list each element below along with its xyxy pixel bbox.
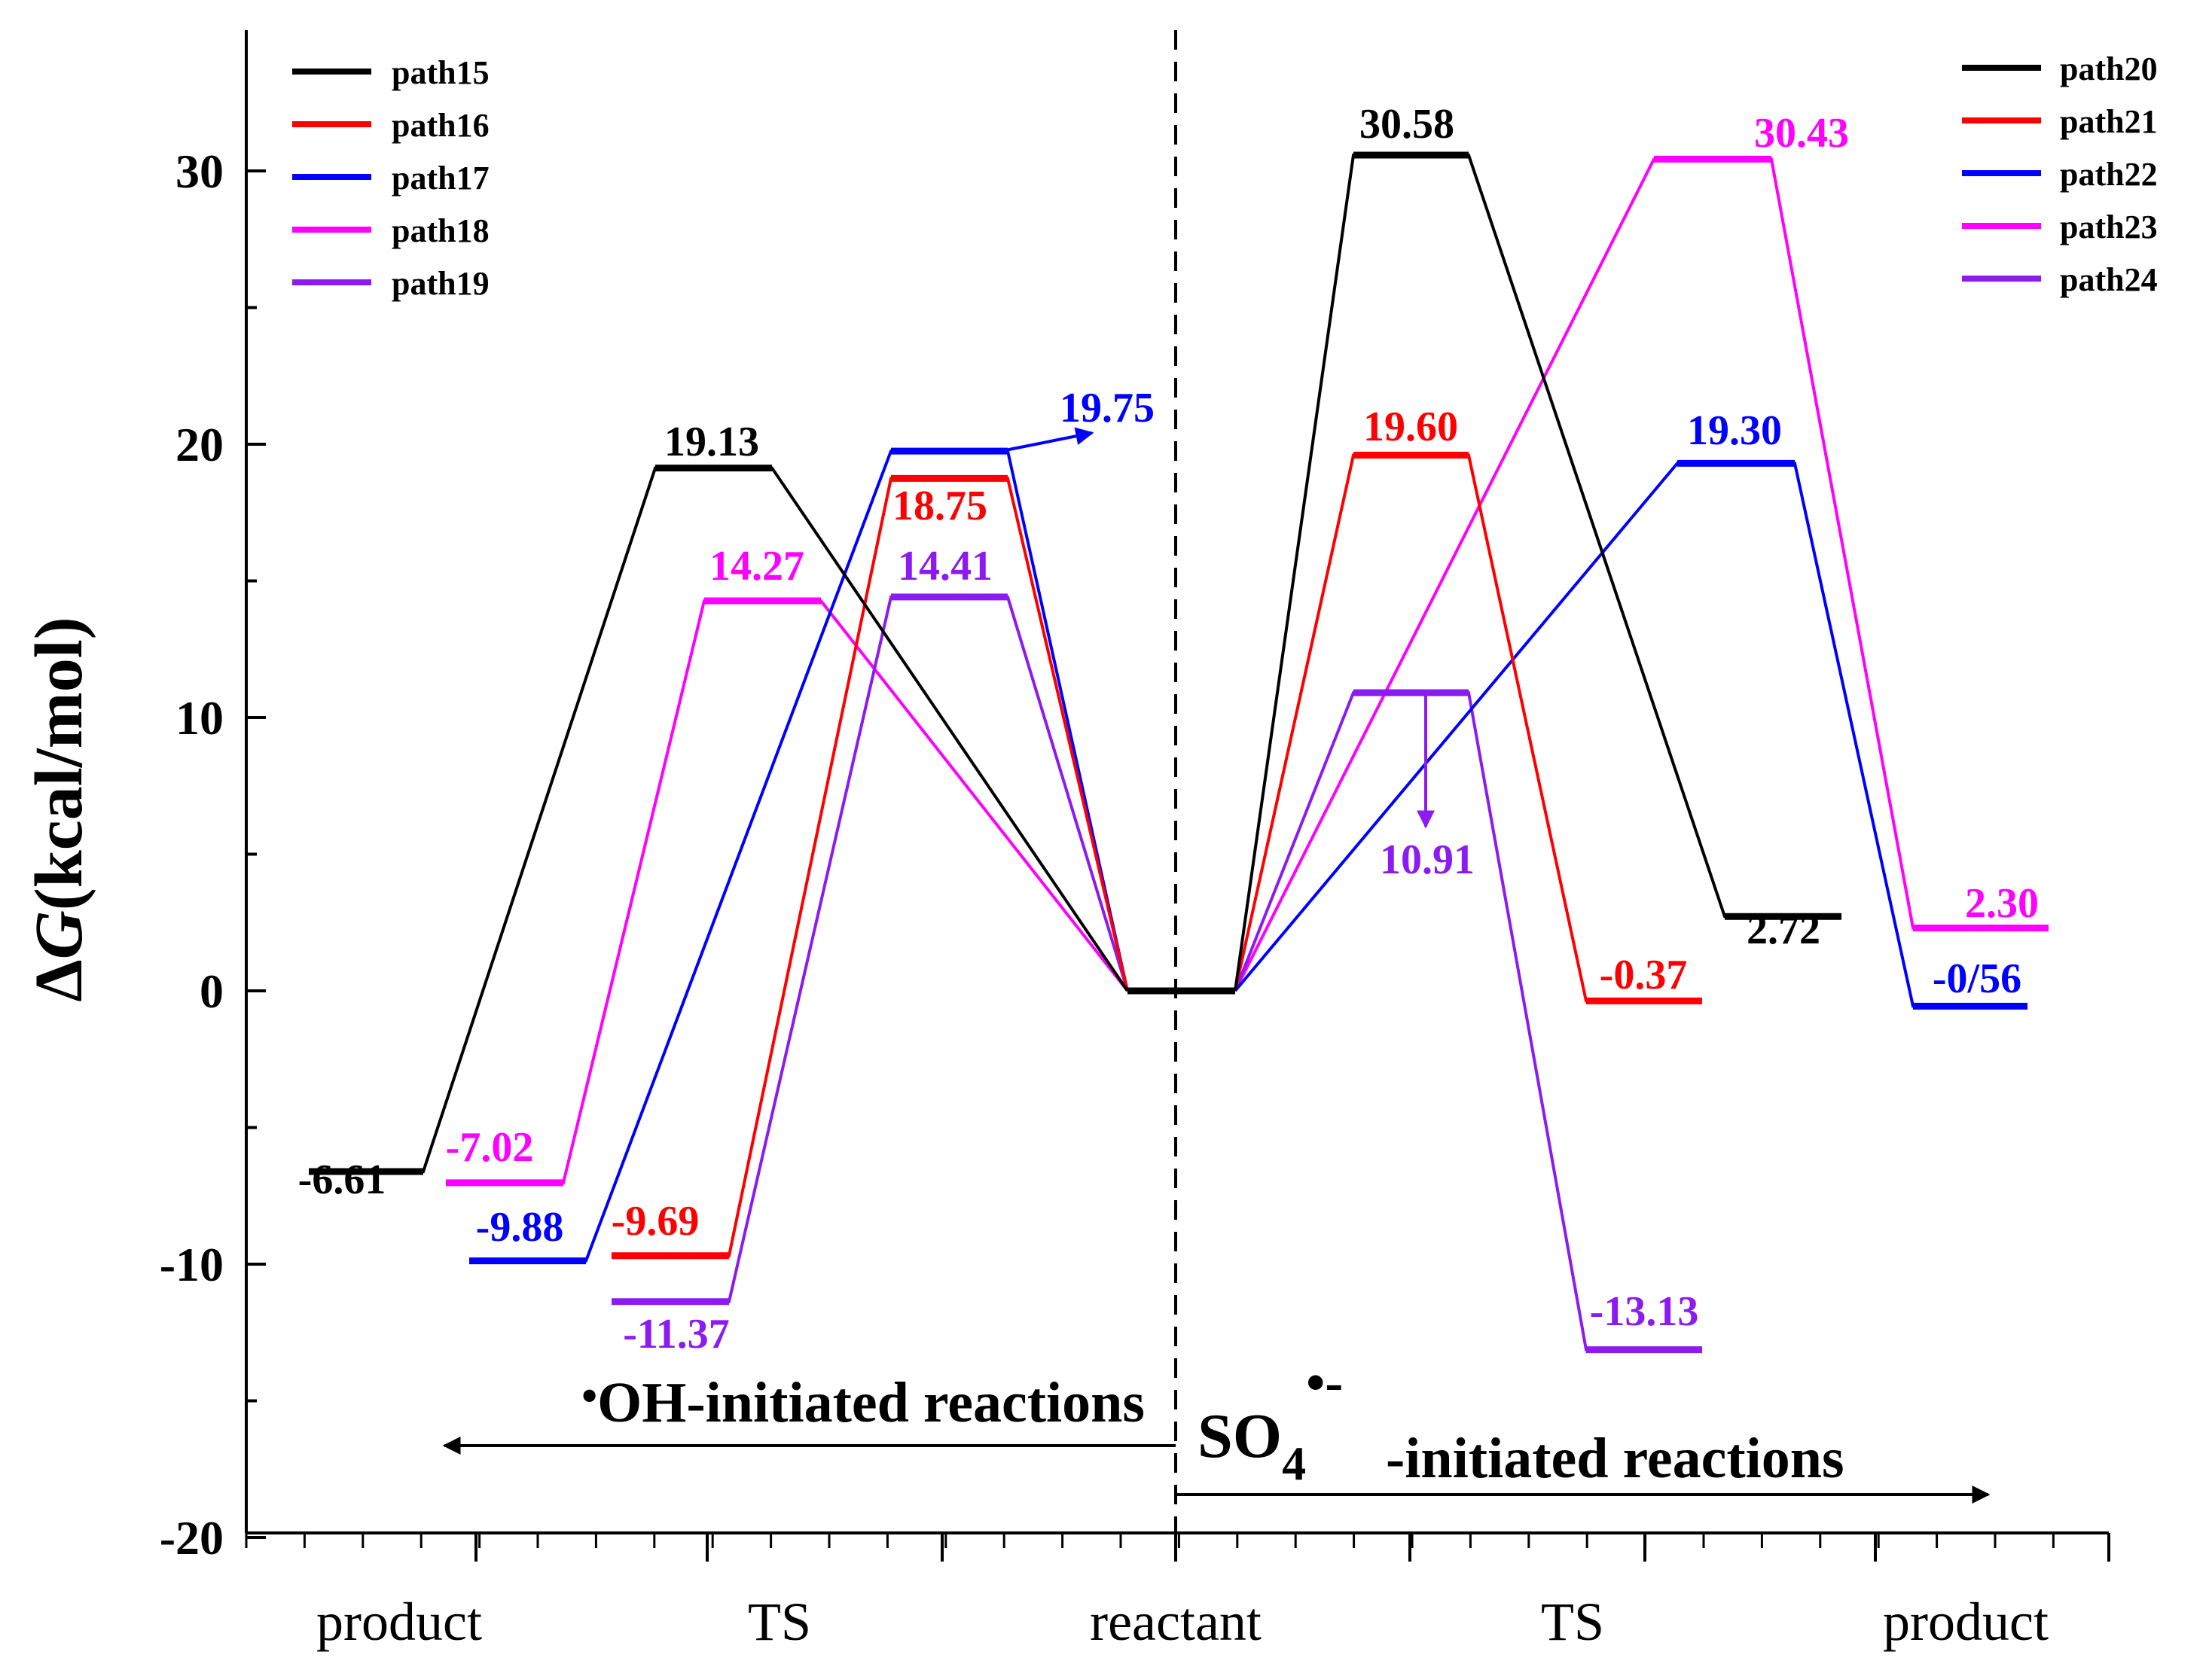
path23-product-value-label: 2.30 [1965, 880, 2039, 927]
oh-region-text: OH-initiated reactions [597, 1371, 1145, 1434]
path19-connector [612, 595, 1129, 1303]
path20-legend-label: path20 [2060, 50, 2158, 87]
y-axis-title-delta: Δ [22, 959, 96, 1001]
path16-legend-label: path16 [392, 107, 490, 144]
x-tick-label: reactant [1090, 1592, 1262, 1652]
so4-species-text: SO [1198, 1401, 1282, 1471]
path24-product-value-label: -13.13 [1590, 1288, 1699, 1335]
oh-radical-dot: • [581, 1371, 597, 1421]
path21-connector [1234, 453, 1702, 1003]
so4-region-species: SO4•- [1198, 1352, 1343, 1490]
path20-ts-value-label: 30.58 [1359, 101, 1454, 148]
y-tick-label: -10 [160, 1238, 224, 1291]
x-tick-label: product [316, 1592, 482, 1652]
path17-legend-label: path17 [392, 160, 490, 197]
path24-ts-value-label: 10.91 [1380, 836, 1475, 883]
path17-product-value-label: -9.88 [476, 1204, 564, 1251]
y-axis-title-unit: (kcal/mol) [22, 617, 96, 910]
path15-legend-label: path15 [392, 54, 490, 91]
path22-connector [1234, 462, 2027, 1008]
path23-connector [1234, 157, 2049, 992]
path18-product-value-label: -7.02 [446, 1124, 534, 1171]
path21-legend-label: path21 [2060, 103, 2158, 140]
legend: path15 path16 path17 path18 path19 path20 path… [292, 50, 2158, 302]
path21-product-value-label: -0.37 [1600, 952, 1688, 998]
region-annotations: •OH-initiated reactions SO4•- -initiated r… [442, 1352, 1991, 1504]
path18-legend-label: path18 [392, 212, 490, 249]
path23-legend-label: path23 [2060, 209, 2158, 245]
x-tick-label: TS [1541, 1592, 1604, 1652]
so4-region-text: -initiated reactions [1386, 1427, 1844, 1490]
y-tick-label: 30 [175, 145, 224, 198]
path19-ts-value-label: 14.41 [898, 543, 993, 590]
path19-product-value-label: -11.37 [623, 1311, 730, 1358]
path16-product-value-label: -9.69 [612, 1198, 700, 1245]
path24-legend-label: path24 [2060, 261, 2158, 298]
y-axis-title-g: G [22, 910, 96, 959]
path17-ts-value-label: 19.75 [1060, 385, 1155, 431]
path20-product-value-label: 2.72 [1747, 907, 1820, 953]
y-tick-label: 10 [175, 691, 224, 745]
path24-connector [1234, 690, 1702, 1352]
axes: -20 -10 0 10 20 30 product TS reactant TS product Δ… [22, 30, 2110, 1652]
y-tick-label: 0 [200, 964, 224, 1018]
path18-ts-value-label: 14.27 [709, 543, 804, 590]
oh-region-label: •OH-initiated reactions [581, 1371, 1145, 1434]
path16-connector [612, 477, 1129, 1257]
series-lines [309, 151, 2049, 1354]
path19-legend-label: path19 [392, 265, 490, 302]
y-tick-label: 20 [175, 418, 224, 471]
path22-legend-label: path22 [2060, 156, 2158, 193]
so4-subscript: 4 [1282, 1437, 1306, 1490]
path15-product-value-label: -6.61 [298, 1156, 386, 1203]
value-labels: 19.13 -6.61 18.75 -9.69 19.75 -9.88 14.27 -7.02… [298, 101, 2039, 1358]
path22-ts-value-label: 19.30 [1687, 407, 1782, 454]
y-tick-label: -20 [160, 1511, 224, 1565]
path22-product-value-label: -0/56 [1933, 955, 2021, 1002]
so4-superscript: •- [1306, 1352, 1343, 1412]
path15-ts-value-label: 19.13 [664, 419, 759, 465]
path21-ts-value-label: 19.60 [1363, 404, 1458, 450]
path16-ts-value-label: 18.75 [892, 483, 987, 529]
path17-pointer-arrow [1005, 427, 1094, 452]
x-tick-label: TS [748, 1592, 811, 1652]
path23-ts-value-label: 30.43 [1754, 110, 1849, 157]
x-tick-label: product [1883, 1592, 2049, 1652]
path18-connector [446, 599, 1129, 1184]
y-axis-title: ΔG(kcal/mol) [22, 617, 96, 1001]
